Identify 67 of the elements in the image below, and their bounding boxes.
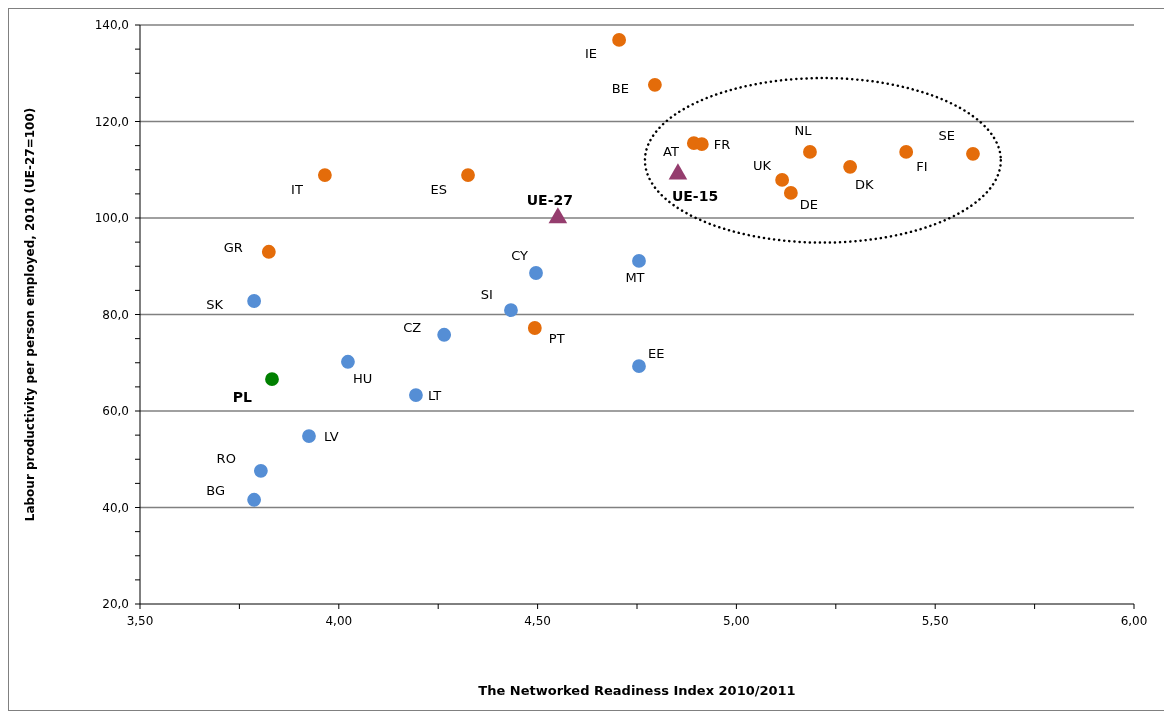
- annotation: PL: [232, 389, 253, 406]
- point: [899, 145, 914, 159]
- point: [265, 372, 279, 387]
- y-tick-label: 100,0: [94, 211, 129, 225]
- x-tick-label: 4,00: [325, 614, 353, 628]
- y-tick-label: 60,0: [102, 404, 129, 418]
- point: [437, 327, 452, 342]
- point: [783, 186, 798, 200]
- annotation: DE: [799, 197, 819, 213]
- annotation: IE: [585, 46, 598, 62]
- annotation: UE-15: [671, 188, 719, 205]
- annotation: DK: [855, 177, 875, 193]
- annotation: LT: [427, 387, 442, 403]
- annotation: UE-27: [526, 192, 573, 208]
- y-tick-label: 40,0: [102, 500, 129, 515]
- x-tick-label: 5,50: [921, 614, 949, 628]
- annotation: EE: [647, 345, 665, 361]
- y-tick-label: 120,0: [94, 114, 129, 129]
- y-tick-label: 140,0: [94, 18, 129, 32]
- y-tick-label: 20,0: [102, 597, 129, 611]
- point: [317, 168, 332, 182]
- point: [632, 254, 646, 268]
- point: [612, 33, 627, 47]
- annotation: LV: [323, 428, 339, 444]
- annotation: ES: [430, 181, 448, 197]
- annotation: MT: [625, 270, 645, 286]
- point: [647, 77, 662, 92]
- point: [247, 294, 262, 308]
- point: [247, 492, 262, 507]
- annotation: BE: [611, 81, 629, 97]
- annotation: AT: [663, 143, 679, 159]
- annotation: BG: [206, 483, 226, 499]
- point: [843, 159, 858, 174]
- annotation: RO: [216, 451, 236, 467]
- annotation: PT: [548, 330, 565, 346]
- x-axis-title: The Networked Readiness Index 2010/2011: [478, 683, 796, 698]
- annotation: SE: [938, 128, 955, 144]
- point: [409, 388, 423, 402]
- x-tick-label: 5,00: [723, 614, 750, 628]
- annotation: FR: [713, 136, 731, 152]
- x-tick-label: 6,00: [1120, 614, 1148, 628]
- y-axis-title: Labour productivity per person employed, 2010 (UE-27=100): [23, 107, 37, 522]
- point: [504, 303, 518, 318]
- annotation: NL: [794, 123, 813, 139]
- point: [302, 429, 316, 443]
- annotation: HU: [352, 371, 373, 387]
- point: [966, 146, 980, 161]
- y-tick-label: 80,0: [102, 307, 129, 322]
- point: [261, 244, 276, 259]
- annotation: GR: [223, 240, 243, 256]
- annotation: SI: [480, 286, 493, 302]
- point: [529, 266, 543, 280]
- annotation: UK: [753, 158, 772, 174]
- annotation: IT: [291, 181, 303, 197]
- annotation: CY: [511, 247, 529, 263]
- annotation: CZ: [403, 320, 422, 336]
- annotation: FI: [916, 159, 928, 175]
- x-tick-label: 3,50: [126, 614, 154, 628]
- point: [527, 321, 542, 335]
- point: [253, 463, 268, 478]
- point: [775, 172, 790, 187]
- point: [461, 168, 475, 182]
- point: [803, 145, 817, 159]
- point: [341, 354, 355, 369]
- point: [632, 359, 646, 374]
- x-tick-label: 4,50: [524, 614, 551, 628]
- annotation: SK: [206, 297, 224, 313]
